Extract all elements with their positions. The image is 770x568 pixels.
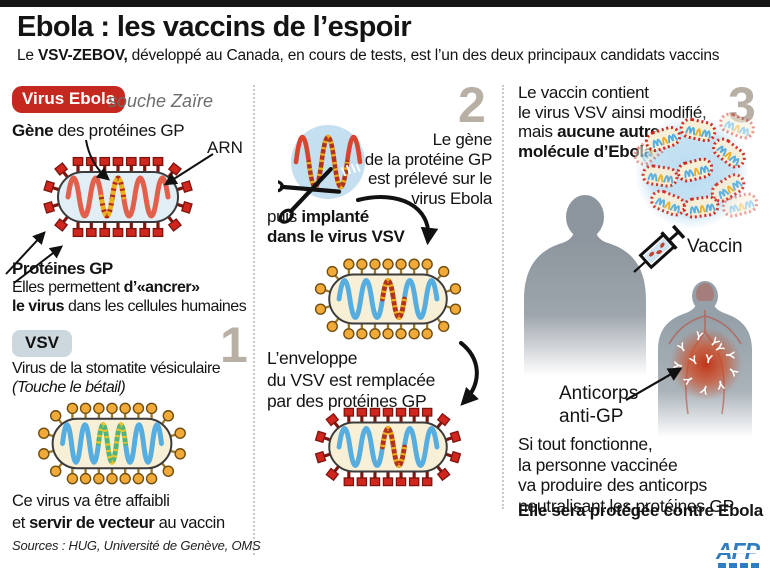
envelope-line: par des protéines GP — [267, 391, 427, 411]
outcome-conclusion: Elle sera protégée contre Ebola — [518, 501, 763, 520]
sources-note: Sources : HUG, Université de Genève, OMS — [12, 538, 261, 553]
outcome-line: la personne vaccinée — [518, 454, 678, 475]
antibody-glow — [670, 328, 742, 400]
step-number-1: 1 — [220, 317, 248, 373]
antibody-label: Anticorps anti-GP — [559, 382, 638, 428]
gp-proteins-text: Protéines GP Elles permettent d’«ancrer»… — [12, 259, 247, 316]
vsv-b2-bold: servir de vecteur — [29, 514, 155, 532]
final-vaccine-virus-diagram — [314, 407, 462, 487]
gp-proteins-line2: Elles permettent d’«ancrer» — [12, 278, 246, 297]
afp-logo-dash — [751, 563, 759, 568]
extract-line: Le gène — [432, 130, 493, 149]
intro3-line4: molécule d’Ebola — [518, 141, 654, 161]
gp-proteins-title: Protéines GP — [12, 259, 113, 278]
envelope-text: L’enveloppe du VSV est remplacée par des… — [267, 348, 435, 413]
vsv-b2-pre: et — [12, 514, 30, 532]
gp-l3-rest: dans les cellules humaines — [64, 298, 247, 315]
antibody-line2: anti-GP — [559, 406, 624, 427]
afp-logo-dash — [740, 563, 748, 568]
person-silhouette — [524, 195, 646, 376]
extract-line: est prélevé sur le — [367, 169, 492, 188]
subtitle-pre: Le — [17, 47, 38, 64]
vsv-description: Virus de la stomatite vésiculaire (Touch… — [12, 359, 221, 397]
extract-line: virus Ebola — [411, 188, 492, 208]
antibody-line1: Anticorps — [559, 383, 639, 404]
outcome-line: neutralisant les protéines GP — [518, 495, 735, 516]
implant-text: puis implanté dans le virus VSV — [267, 207, 405, 246]
gene-label-rest: des protéines GP — [53, 121, 185, 140]
strain-label: souche Zaïre — [108, 91, 214, 111]
gp-l2-bold: d’«ancrer» — [123, 279, 200, 296]
afp-logo-stripe — [715, 550, 765, 553]
vsv-b2-rest: au vaccin — [154, 514, 226, 532]
intro3-line2: le virus VSV ainsi modifié, — [518, 102, 707, 122]
vsv-bottom-line1: Ce virus va être affaibli — [12, 492, 170, 510]
vsv-desc-line1: Virus de la stomatite vésiculaire — [12, 360, 221, 377]
ebola-virus-badge: Virus Ebola — [12, 86, 126, 113]
intro3-line1: Le vaccin contient — [518, 83, 649, 102]
ebola-virus-diagram — [43, 156, 193, 238]
gp-proteins-line3: le virus dans les cellules humaines — [12, 297, 247, 316]
gp-l3-bold: le virus — [12, 298, 65, 315]
subtitle-rest: développé au Canada, en cours de tests, … — [127, 47, 720, 64]
extract-line: de la protéine GP — [364, 149, 493, 169]
afp-logo-dash — [718, 563, 726, 568]
step2-flow-arrow-2 — [459, 341, 479, 406]
vaccine-label: Vaccin — [687, 236, 743, 257]
antibody-y-icon: Y — [723, 351, 737, 359]
implant-pre: puis — [267, 207, 302, 226]
envelope-line: du VSV est remplacée — [267, 369, 436, 390]
column-divider-right — [502, 85, 504, 509]
implant-bold: implanté — [301, 207, 369, 226]
intro3-line3: mais aucune autre — [518, 122, 706, 142]
antibody-y-icon: Y — [716, 377, 726, 392]
syringe-icon — [633, 224, 686, 273]
gene-label-bold: Gène — [12, 121, 54, 140]
vsv-badge: VSV — [12, 330, 73, 357]
envelope-line: L’enveloppe — [267, 348, 358, 368]
intro3-bold: aucune autre — [557, 122, 660, 141]
column-divider-left — [253, 85, 255, 555]
page-title: Ebola : les vaccins de l’espoir — [17, 11, 412, 43]
gene-label: Gène des protéines GP — [12, 121, 185, 141]
gp-l2-pre: Elles permettent — [12, 279, 124, 296]
vsv-with-gene-diagram — [314, 258, 462, 340]
vsv-bottom-line2: et servir de vecteur au vaccin — [12, 512, 225, 534]
vsv-desc-line2: (Touche le bétail) — [12, 379, 126, 396]
antibody-y-icon: Y — [704, 351, 714, 366]
gene-extraction-text: Le gène de la protéine GP est prélevé su… — [350, 130, 493, 208]
implant-line1: puis implanté — [267, 207, 405, 227]
vsv-virus-diagram — [38, 402, 186, 485]
implant-line2: dans le virus VSV — [267, 226, 405, 246]
page-subtitle: Le VSV-ZEBOV, développé au Canada, en co… — [17, 47, 720, 65]
vaccine-intro-text: Le vaccin contient le virus VSV ainsi mo… — [518, 83, 707, 161]
gene-extraction-diagram — [278, 125, 365, 224]
arn-label: ARN — [207, 138, 243, 157]
antibody-y-icon: Y — [670, 360, 685, 370]
top-bar — [0, 0, 770, 7]
antibody-y-icon: Y — [693, 328, 704, 344]
outcome-line: Si tout fonctionne, — [518, 434, 653, 454]
outcome-text: Si tout fonctionne, la personne vaccinée… — [518, 434, 734, 516]
intro3-pre: mais — [518, 122, 558, 141]
vsv-bottom-text: Ce virus va être affaibli et servir de v… — [12, 490, 225, 534]
subtitle-bold: VSV-ZEBOV, — [37, 47, 128, 64]
outcome-line: va produire des anticorps — [518, 475, 707, 495]
step-number-2: 2 — [458, 77, 486, 133]
afp-logo-dash — [729, 563, 737, 568]
